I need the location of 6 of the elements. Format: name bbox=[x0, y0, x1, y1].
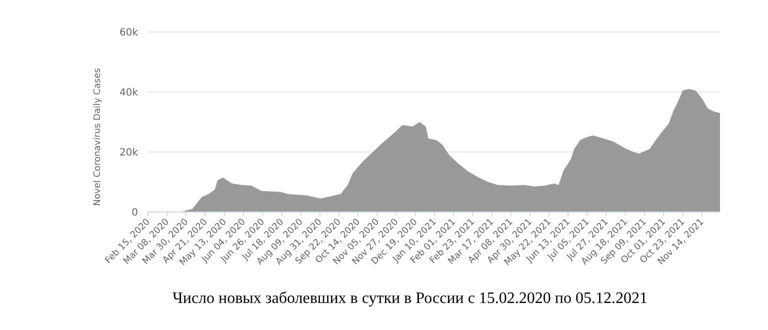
y-tick-label: 20k bbox=[119, 148, 138, 158]
text: Число новых заболевших в сутки в России с 15.02.2020 по 05.12.2021 bbox=[172, 290, 648, 307]
y-tick-label: 60k bbox=[119, 28, 138, 38]
y-tick-label: 40k bbox=[119, 88, 138, 98]
y-axis-title: Novel Coronavirus Daily Cases bbox=[93, 68, 103, 206]
y-tick-label: 0 bbox=[132, 208, 138, 218]
